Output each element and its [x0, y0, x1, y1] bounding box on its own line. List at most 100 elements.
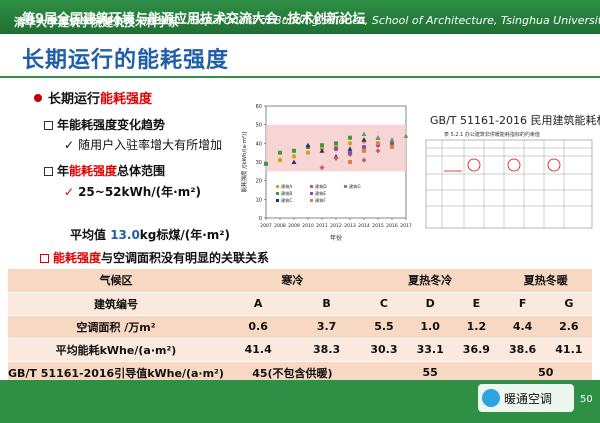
table-cell: 5.5	[360, 315, 408, 339]
table-cell: 55	[360, 361, 500, 385]
table-cell: 3.7	[292, 315, 361, 339]
table-cell: 2.6	[545, 315, 592, 339]
legend-label: 建筑D	[315, 183, 327, 190]
y-tick-label: 10	[256, 197, 262, 203]
table-cell: 50	[499, 361, 592, 385]
checkmark-icon: ✓	[64, 185, 75, 199]
table-cell: 寒冷	[223, 269, 361, 293]
data-point	[291, 154, 297, 159]
data-point	[376, 141, 380, 146]
sub-bullet-correlation: 能耗强度与空调面积没有明显的关联关系	[40, 249, 269, 266]
title-divider	[0, 76, 600, 78]
table-cell: 45(不包含供暖)	[223, 361, 361, 385]
data-point	[362, 148, 366, 153]
checkbox-square-icon	[44, 121, 53, 130]
data-point	[375, 135, 381, 140]
table-cell: 38.3	[292, 338, 361, 362]
table-cell: C	[360, 292, 408, 316]
table-cell: 平均能耗kWhe/(a·m²)	[8, 338, 224, 362]
data-point	[305, 150, 311, 155]
legend-label: 建筑F	[315, 197, 326, 204]
data-point	[277, 157, 283, 163]
table-row: 平均能耗kWhe/(a·m²) 41.4 38.3 30.3 33.1 36.9…	[8, 338, 592, 362]
data-point	[347, 150, 353, 155]
checkbox-square-icon	[44, 167, 53, 176]
range-detail: ✓ 25~52kWh/(年·m²)	[64, 183, 201, 200]
y-tick-label: 60	[256, 104, 262, 110]
table-cell: E	[453, 292, 500, 316]
data-point	[348, 160, 352, 164]
x-tick-label: 2008	[274, 223, 286, 229]
page-number: 50	[580, 394, 593, 405]
y-tick-label: 30	[256, 160, 262, 166]
data-point	[334, 141, 338, 146]
table-cell: F	[499, 292, 546, 316]
x-tick-label: 2010	[302, 223, 314, 229]
data-point	[333, 146, 339, 152]
table-cell: 41.1	[545, 338, 592, 362]
table-row: GB/T 51161-2016引导值kWhe/(a·m²) 45(不包含供暖) …	[8, 361, 592, 385]
legend-swatch	[310, 185, 313, 188]
data-point	[291, 159, 297, 164]
watermark-text: 暖通空调	[504, 392, 553, 406]
bullet-dot-icon	[34, 94, 42, 102]
table-cell: G	[545, 292, 592, 316]
slide-title: 长期运行的能耗强度	[22, 48, 230, 73]
y-tick-label: 40	[256, 141, 262, 147]
data-point	[361, 144, 367, 150]
table-cell: 空调面积 /万m²	[8, 315, 224, 339]
y-tick-label: 50	[256, 123, 262, 129]
table-cell: GB/T 51161-2016引导值kWhe/(a·m²)	[8, 361, 224, 385]
y-tick-label: 20	[256, 179, 262, 185]
range-detail-text: 25~52kWh/(年·m²)	[78, 185, 201, 199]
table-cell: 气候区	[8, 269, 224, 293]
sub-bullet-trend: 年能耗强度变化趋势	[44, 116, 165, 133]
legend-label: 建筑C	[281, 197, 292, 204]
x-tick-label: 2014	[358, 223, 370, 229]
table-cell: 建筑编号	[8, 292, 224, 316]
legend-label: 建筑G	[349, 183, 361, 190]
table-cell: 1.0	[407, 315, 454, 339]
legend-swatch	[276, 192, 279, 195]
x-tick-label: 2007	[260, 223, 272, 229]
y-tick-label: 0	[259, 216, 262, 222]
data-point	[389, 137, 395, 142]
avg-suffix: kg标煤/(年·m²)	[139, 228, 231, 242]
main-bullet: 长期运行能耗强度	[34, 88, 152, 107]
range-prefix: 年	[57, 164, 70, 178]
table-cell: 33.1	[407, 338, 454, 362]
avg-prefix: 平均值	[70, 228, 111, 242]
trend-detail: ✓ 随用户入驻率增大有所增加	[64, 136, 222, 153]
table-row: 气候区 寒冷 夏热冬冷 夏热冬暖	[8, 269, 592, 293]
correlation-suffix: 与空调面积没有明显的关联关系	[101, 251, 270, 265]
x-tick-label: 2015	[372, 223, 384, 229]
wechat-icon	[482, 389, 500, 407]
legend-swatch	[344, 185, 347, 188]
checkbox-square-icon	[40, 254, 49, 263]
data-point	[361, 137, 367, 142]
sub-bullet-range: 年能耗强度总体范围	[44, 162, 165, 179]
correlation-highlight: 能耗强度	[53, 251, 102, 265]
standard-table-image: 表 5.2.1 办公建筑非供暖能耗指标的约束值	[425, 131, 593, 229]
standard-table-caption: 表 5.2.1 办公建筑非供暖能耗指标的约束值	[444, 131, 540, 138]
data-point	[348, 135, 352, 140]
table-cell: 1.2	[453, 315, 500, 339]
table-cell: 41.4	[223, 338, 293, 362]
range-suffix: 总体范围	[117, 164, 166, 178]
data-point	[278, 150, 282, 155]
data-point	[292, 148, 296, 153]
footer-department-cn: 清华大学建筑学院建筑技术科学系	[14, 16, 179, 29]
data-point	[389, 141, 395, 146]
table-cell: 38.6	[499, 338, 546, 362]
table-cell: 夏热冬冷	[360, 269, 500, 293]
footer-department-en: Department of Building Science, School o…	[190, 14, 600, 27]
data-point	[390, 145, 394, 150]
header-band	[0, 0, 600, 34]
main-bullet-highlight: 能耗强度	[100, 92, 153, 107]
comparison-table: 气候区 寒冷 夏热冬冷 夏热冬暖 建筑编号 A B C D E F G 空调面积…	[8, 269, 592, 385]
sub-bullet-trend-label: 年能耗强度变化趋势	[57, 118, 166, 132]
table-cell: 0.6	[223, 315, 293, 339]
conference-title: 第9届全国建筑环境与能源应用技术交流大会 ·技术创新论坛	[22, 12, 366, 27]
data-point	[403, 133, 409, 138]
